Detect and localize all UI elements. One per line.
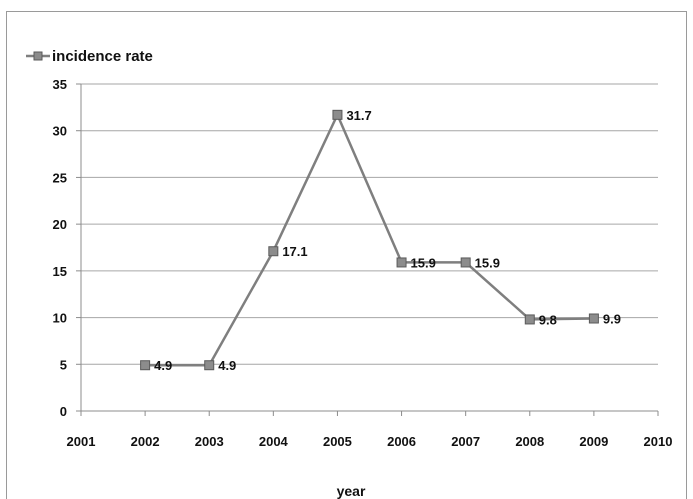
y-tick-label: 10 — [53, 311, 67, 326]
data-point-marker — [460, 257, 471, 268]
series-line — [145, 113, 594, 367]
gridlines — [81, 83, 658, 365]
x-tick-label: 2004 — [259, 434, 289, 449]
x-tick-label: 2009 — [579, 434, 608, 449]
x-tick-label: 2002 — [131, 434, 160, 449]
y-tick-label: 25 — [53, 170, 67, 185]
data-label: 15.9 — [411, 255, 436, 270]
x-tick-label: 2008 — [515, 434, 544, 449]
legend-label: incidence rate — [52, 48, 153, 65]
data-label: 31.7 — [346, 108, 371, 123]
data-label: 9.8 — [539, 312, 557, 327]
data-point-marker — [140, 360, 151, 371]
y-tick-labels: 0 5 10 15 20 25 30 35 — [53, 77, 67, 419]
x-tick-label: 2001 — [67, 434, 96, 449]
y-tick-label: 5 — [60, 357, 67, 372]
y-tick-label: 35 — [53, 77, 67, 92]
y-tick-label: 20 — [53, 217, 67, 232]
legend-marker-icon — [33, 51, 43, 61]
data-point-marker — [396, 257, 407, 268]
x-tick-label: 2010 — [644, 434, 673, 449]
x-tick-label: 2005 — [323, 434, 352, 449]
x-tick-labels: 2001 2002 2003 2004 2005 2006 2007 2008 2009 2010 — [67, 434, 673, 449]
y-tick-label: 0 — [60, 404, 67, 419]
axes — [76, 83, 659, 416]
data-point-marker — [268, 246, 279, 257]
chart-frame — [6, 11, 687, 499]
data-label: 9.9 — [603, 312, 621, 327]
legend: incidence rate — [26, 48, 153, 65]
data-labels: 4.9 4.9 17.1 31.7 15.9 15.9 9.8 9.9 — [154, 108, 621, 373]
x-tick-label: 2003 — [195, 434, 224, 449]
data-label: 15.9 — [475, 255, 500, 270]
data-label: 4.9 — [218, 358, 236, 373]
data-point-marker — [524, 314, 535, 325]
series-incidence-rate — [140, 109, 599, 371]
x-tick-label: 2007 — [451, 434, 480, 449]
data-point-marker — [204, 360, 215, 371]
y-tick-label: 30 — [53, 124, 67, 139]
data-point-marker — [332, 109, 343, 120]
data-point-marker — [588, 313, 599, 324]
y-tick-label: 15 — [53, 264, 67, 279]
data-label: 17.1 — [282, 244, 307, 259]
data-label: 4.9 — [154, 358, 172, 373]
x-tick-label: 2006 — [387, 434, 416, 449]
x-axis-title: year — [337, 483, 366, 499]
